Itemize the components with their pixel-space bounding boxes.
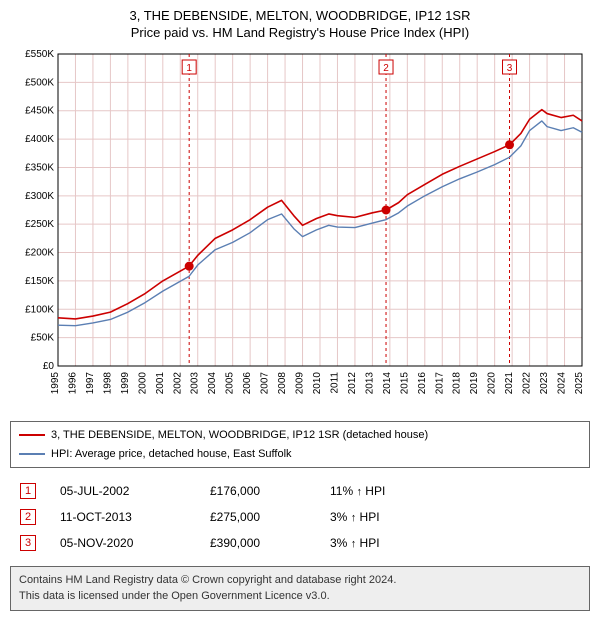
event-date: 05-JUL-2002	[50, 478, 200, 504]
event-row: 3 05-NOV-2020£390,0003% ↑ HPI	[10, 530, 590, 556]
svg-text:2003: 2003	[190, 372, 201, 395]
svg-text:2020: 2020	[487, 372, 498, 395]
svg-text:£100K: £100K	[25, 304, 54, 315]
svg-text:1997: 1997	[85, 372, 96, 395]
svg-text:2004: 2004	[207, 372, 218, 395]
svg-text:2022: 2022	[522, 372, 533, 395]
event-badge: 1	[20, 483, 36, 499]
svg-text:2007: 2007	[260, 372, 271, 395]
svg-text:£50K: £50K	[31, 333, 55, 344]
event-date: 05-NOV-2020	[50, 530, 200, 556]
svg-text:£150K: £150K	[25, 276, 54, 287]
up-arrow-icon: ↑	[356, 486, 362, 498]
svg-text:2001: 2001	[155, 372, 166, 395]
svg-text:£300K: £300K	[25, 191, 54, 202]
svg-text:£450K: £450K	[25, 106, 54, 117]
svg-text:2008: 2008	[277, 372, 288, 395]
event-row: 2 11-OCT-2013£275,0003% ↑ HPI	[10, 504, 590, 530]
svg-text:1996: 1996	[67, 372, 78, 395]
svg-text:£550K: £550K	[25, 49, 54, 60]
svg-text:2016: 2016	[417, 372, 428, 395]
svg-text:2006: 2006	[242, 372, 253, 395]
svg-text:1: 1	[186, 63, 192, 74]
legend-label: HPI: Average price, detached house, East…	[51, 445, 292, 464]
svg-text:2000: 2000	[137, 372, 148, 395]
svg-text:2015: 2015	[399, 372, 410, 395]
title-line-1: 3, THE DEBENSIDE, MELTON, WOODBRIDGE, IP…	[10, 8, 590, 23]
event-row: 1 05-JUL-2002£176,00011% ↑ HPI	[10, 478, 590, 504]
svg-text:£400K: £400K	[25, 134, 54, 145]
legend-swatch	[19, 453, 45, 455]
up-arrow-icon: ↑	[351, 538, 357, 550]
svg-text:2023: 2023	[539, 372, 550, 395]
event-pct: 3% ↑ HPI	[320, 530, 590, 556]
legend-row: 3, THE DEBENSIDE, MELTON, WOODBRIDGE, IP…	[19, 426, 581, 445]
svg-text:2014: 2014	[382, 372, 393, 395]
event-pct: 11% ↑ HPI	[320, 478, 590, 504]
svg-text:£250K: £250K	[25, 219, 54, 230]
footer-line-2: This data is licensed under the Open Gov…	[19, 589, 581, 604]
svg-text:2011: 2011	[329, 372, 340, 394]
svg-text:2013: 2013	[364, 372, 375, 395]
legend-swatch	[19, 434, 45, 436]
svg-text:£0: £0	[43, 361, 55, 372]
event-badge: 3	[20, 535, 36, 551]
legend-label: 3, THE DEBENSIDE, MELTON, WOODBRIDGE, IP…	[51, 426, 428, 445]
svg-text:2025: 2025	[574, 372, 585, 395]
svg-text:2010: 2010	[312, 372, 323, 395]
event-price: £275,000	[200, 504, 320, 530]
svg-text:1998: 1998	[102, 372, 113, 395]
legend-row: HPI: Average price, detached house, East…	[19, 445, 581, 464]
svg-text:£200K: £200K	[25, 248, 54, 259]
svg-text:2019: 2019	[469, 372, 480, 395]
event-price: £390,000	[200, 530, 320, 556]
event-badge: 2	[20, 509, 36, 525]
events-table: 1 05-JUL-2002£176,00011% ↑ HPI 2 11-OCT-201…	[10, 478, 590, 556]
svg-text:2021: 2021	[504, 372, 515, 395]
chart-area: £0 £50K £100K £150K £200K £250K £300K £350K £400…	[10, 48, 590, 413]
svg-text:£500K: £500K	[25, 77, 54, 88]
event-pct: 3% ↑ HPI	[320, 504, 590, 530]
footer-line-1: Contains HM Land Registry data © Crown c…	[19, 573, 581, 588]
svg-text:2024: 2024	[557, 372, 568, 395]
svg-text:2: 2	[383, 63, 389, 74]
svg-text:1999: 1999	[120, 372, 131, 395]
footer-note: Contains HM Land Registry data © Crown c…	[10, 566, 590, 611]
line-chart-svg: £0 £50K £100K £150K £200K £250K £300K £350K £400…	[10, 48, 590, 408]
svg-text:2018: 2018	[452, 372, 463, 395]
legend-box: 3, THE DEBENSIDE, MELTON, WOODBRIDGE, IP…	[10, 421, 590, 468]
title-line-2: Price paid vs. HM Land Registry's House …	[10, 25, 590, 40]
svg-text:2009: 2009	[295, 372, 306, 395]
svg-text:2017: 2017	[434, 372, 445, 395]
event-date: 11-OCT-2013	[50, 504, 200, 530]
svg-text:2005: 2005	[225, 372, 236, 395]
svg-text:2012: 2012	[347, 372, 358, 395]
svg-text:2002: 2002	[172, 372, 183, 395]
svg-text:3: 3	[507, 63, 513, 74]
svg-text:1995: 1995	[50, 372, 61, 395]
chart-container: 3, THE DEBENSIDE, MELTON, WOODBRIDGE, IP…	[0, 0, 600, 621]
up-arrow-icon: ↑	[351, 512, 357, 524]
svg-text:£350K: £350K	[25, 162, 54, 173]
event-price: £176,000	[200, 478, 320, 504]
